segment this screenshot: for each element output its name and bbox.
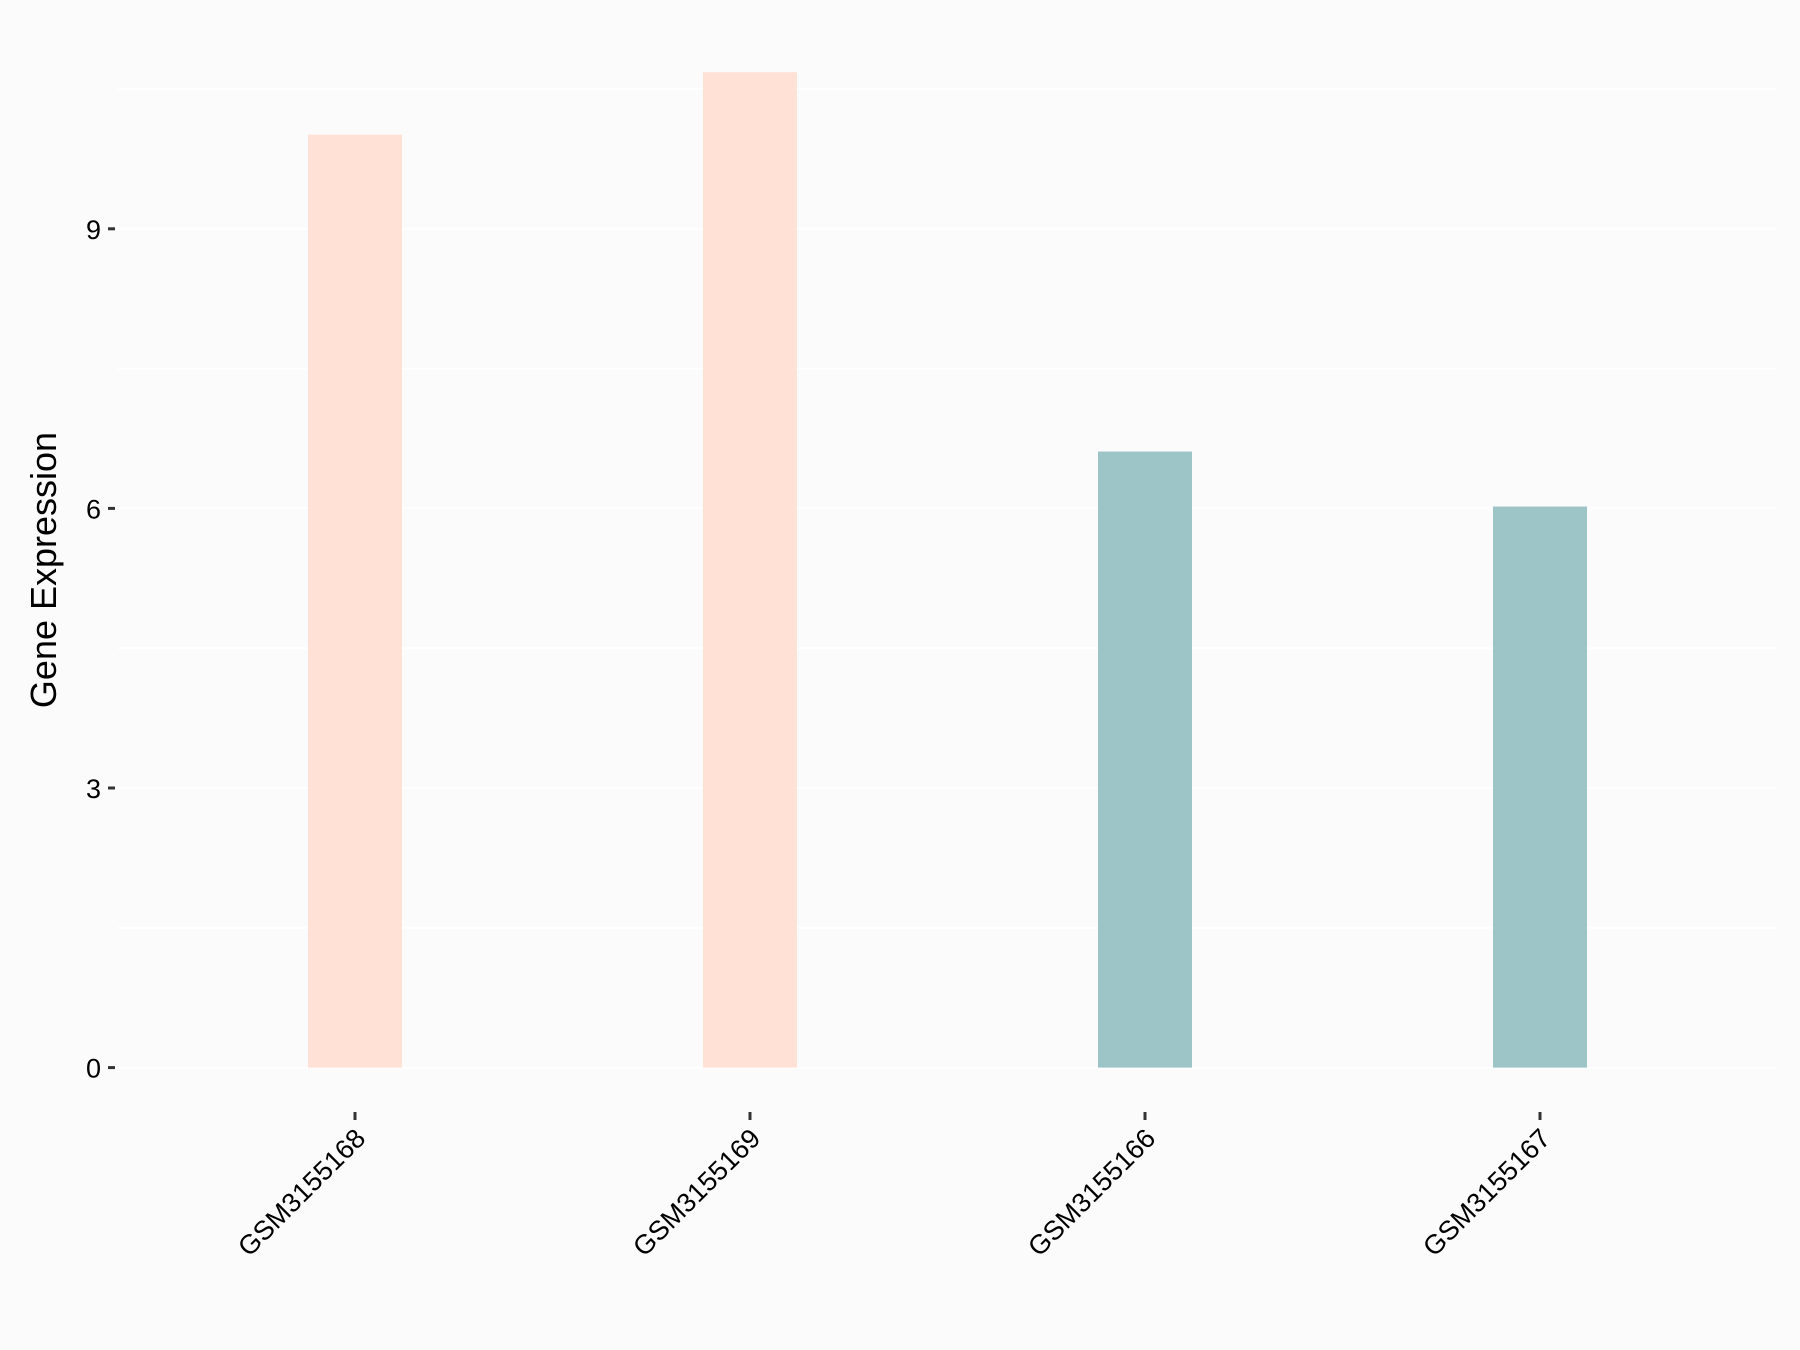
y-tick-label: 9 <box>86 215 101 245</box>
bar-GSM3155169 <box>703 72 797 1068</box>
bar-GSM3155166 <box>1098 451 1192 1068</box>
y-axis: 0 3 6 9 <box>86 215 115 1084</box>
bars <box>308 72 1587 1068</box>
y-tick-label: 6 <box>86 494 101 524</box>
bar-GSM3155168 <box>308 134 402 1068</box>
y-axis-label: Gene Expression <box>23 432 64 708</box>
y-tick-label: 3 <box>86 774 101 804</box>
bar-GSM3155167 <box>1493 506 1587 1068</box>
y-tick-label: 0 <box>86 1054 101 1084</box>
